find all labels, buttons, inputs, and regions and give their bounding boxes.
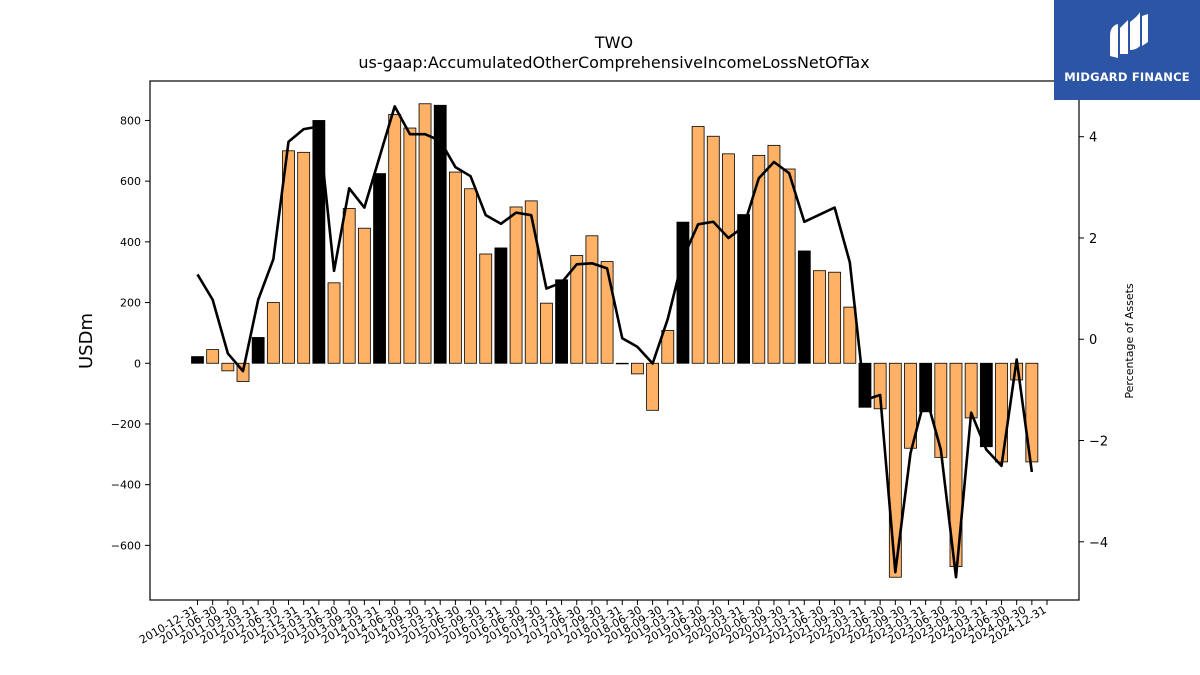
y2-tick-label: −2 — [1089, 435, 1108, 450]
bar-2014-03-31 — [388, 113, 402, 364]
y-tick-label: −600 — [111, 539, 141, 552]
bar-2013-06-30 — [342, 208, 356, 364]
bar-2020-03-31 — [752, 154, 766, 364]
bar-2013-12-31 — [373, 173, 386, 364]
bar-2024-03-31 — [995, 362, 1008, 463]
bar-2020-12-31 — [797, 250, 811, 364]
bar-2011-12-31 — [251, 337, 265, 364]
bar-2022-12-31 — [919, 362, 933, 413]
y2-tick-label: 0 — [1089, 333, 1097, 348]
bar-2014-06-30 — [403, 127, 417, 364]
bar-2013-09-30 — [357, 227, 371, 364]
bar-2021-06-30 — [828, 271, 842, 364]
bar-2018-06-30 — [646, 362, 659, 411]
bar-2021-03-31 — [813, 270, 826, 364]
y-axis-label: USDm — [76, 313, 97, 369]
bar-2015-09-30 — [479, 253, 493, 364]
bar-2018-12-31 — [676, 221, 690, 364]
y2-tick-label: 2 — [1089, 232, 1097, 247]
bar-2017-12-31 — [615, 362, 629, 365]
bar-2017-03-31 — [570, 255, 584, 364]
bar-2015-03-31 — [448, 171, 462, 364]
bar-2016-03-31 — [509, 206, 523, 364]
y2-tick-label: 4 — [1089, 131, 1097, 146]
brand-logo: MIDGARD FINANCE — [1054, 0, 1200, 100]
bar-2014-09-30 — [418, 103, 432, 364]
x-axis: 2010-12-312011-06-302011-09-302012-03-31… — [137, 600, 1049, 647]
bar-2017-09-30 — [600, 261, 614, 364]
y-tick-label: 400 — [120, 236, 141, 249]
bar-2020-09-30 — [782, 168, 796, 364]
bar-2013-03-31 — [327, 282, 341, 364]
bar-2016-06-30 — [524, 200, 538, 364]
y-axis-left: −600 −400 −200 0 200 400 600 800 — [111, 114, 150, 552]
bar-2021-09-30 — [843, 306, 857, 364]
y-tick-label: −400 — [111, 479, 141, 492]
bar-2020-06-30 — [767, 144, 781, 364]
logo-text: MIDGARD FINANCE — [1064, 70, 1190, 84]
bar-2011-06-30 — [221, 362, 235, 372]
bar-2012-12-31 — [312, 120, 326, 364]
plot-frame — [149, 80, 1080, 601]
bar-2018-03-31 — [631, 362, 644, 375]
y-tick-label: 600 — [120, 175, 141, 188]
y-axis-right: −4 −2 0 2 4 — [1079, 131, 1108, 551]
bar-2011-03-31 — [206, 349, 220, 364]
bar-2019-12-31 — [737, 214, 751, 364]
y-tick-label: 800 — [120, 114, 141, 127]
bar-2015-06-30 — [464, 188, 477, 364]
chart-title: TWO — [594, 33, 633, 52]
bar-2012-03-31 — [266, 302, 280, 364]
y2-axis-label: Percentage of Assets — [1123, 283, 1136, 399]
bar-2019-03-31 — [691, 126, 705, 364]
bar-2015-12-31 — [494, 247, 508, 364]
bar-2023-09-30 — [964, 362, 978, 419]
bar-2018-09-30 — [661, 330, 675, 364]
y2-tick-label: −4 — [1089, 536, 1108, 551]
bar-2016-12-31 — [555, 279, 568, 364]
bar-2014-12-31 — [433, 104, 447, 364]
plot-area — [191, 103, 1039, 579]
bar-2019-06-30 — [706, 135, 720, 364]
bar-2017-06-30 — [585, 235, 599, 364]
bar-2012-09-30 — [297, 151, 311, 364]
bar-2010-12-31 — [191, 356, 204, 364]
bar-2023-12-31 — [979, 362, 993, 448]
bar-2016-09-30 — [540, 302, 553, 364]
chart-subtitle: us-gaap:AccumulatedOtherComprehensiveInc… — [358, 53, 869, 72]
bar-2024-09-30 — [1025, 362, 1039, 463]
bar-2019-09-30 — [722, 153, 735, 364]
y-tick-label: −200 — [111, 418, 141, 431]
y-tick-label: 200 — [120, 297, 141, 310]
y-tick-label: 0 — [134, 357, 141, 370]
pct-assets-line — [196, 105, 1034, 579]
logo-mark-icon — [1110, 12, 1148, 58]
bar-2023-03-31 — [934, 362, 948, 458]
